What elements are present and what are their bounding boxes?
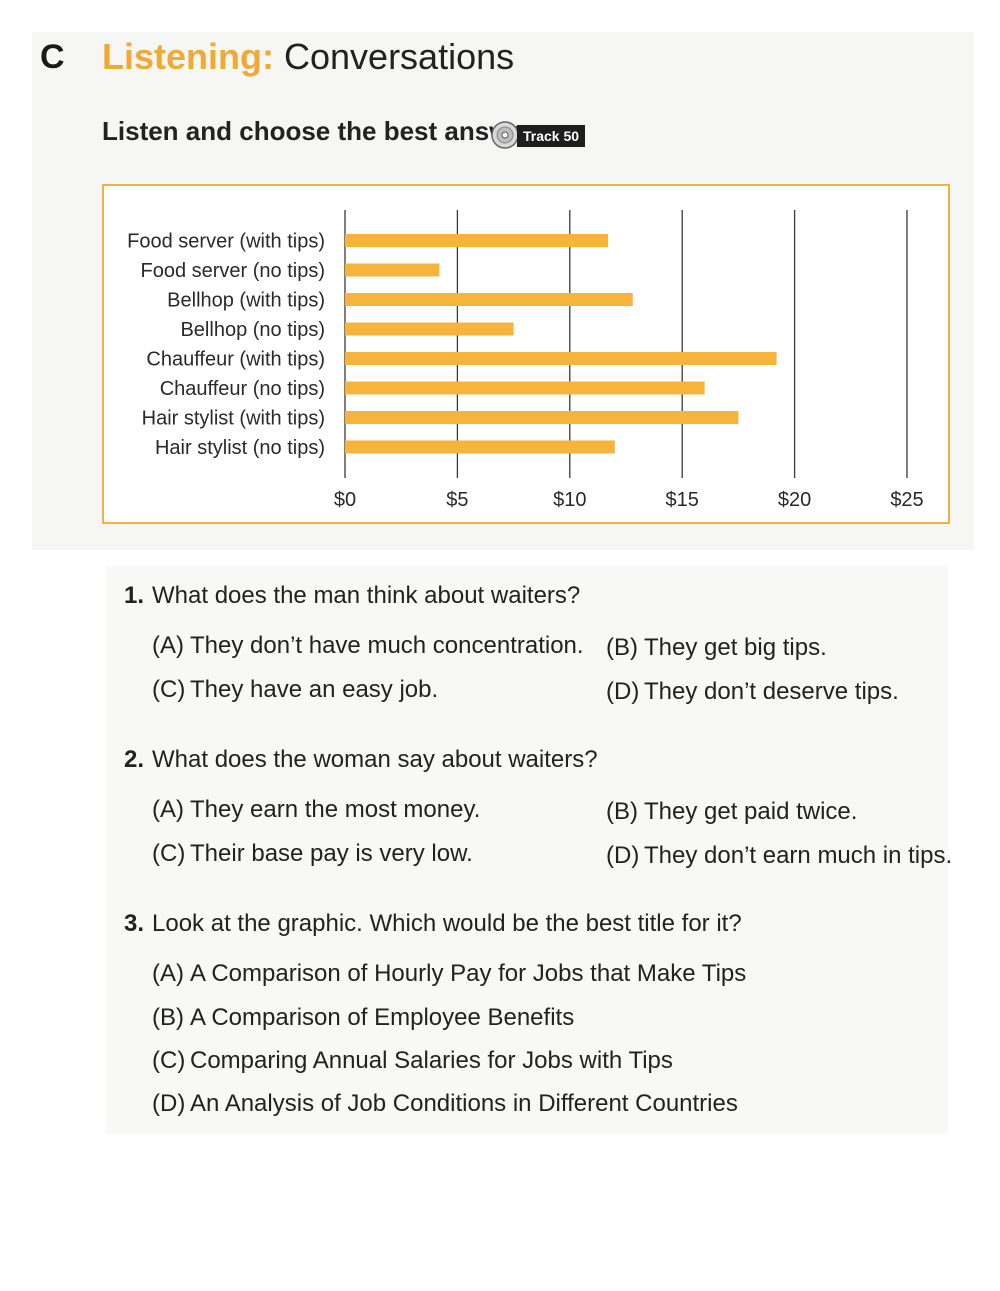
- option-1c[interactable]: (C) They have an easy job.: [152, 676, 438, 704]
- question-text: Look at the graphic. Which would be the …: [152, 910, 742, 937]
- bar: [345, 234, 609, 247]
- option-text: A Comparison of Employee Benefits: [190, 1004, 575, 1031]
- bar: [345, 381, 705, 395]
- category-label: Bellhop (with tips): [167, 290, 325, 312]
- option-letter: (C): [152, 840, 186, 867]
- option-text: They get paid twice.: [644, 798, 858, 825]
- option-3c[interactable]: (C) Comparing Annual Salaries for Jobs wi…: [152, 1047, 673, 1075]
- bar: [345, 352, 777, 365]
- x-tick-label: $25: [890, 489, 923, 511]
- option-letter: (B): [606, 798, 638, 825]
- question-2: 2. What does the woman say about waiters?: [124, 746, 598, 774]
- option-letter: (A): [152, 796, 184, 823]
- question-number: 3.: [124, 910, 145, 937]
- section-title-rest: Conversations: [284, 36, 515, 77]
- option-text: Their base pay is very low.: [190, 840, 473, 867]
- category-label: Food server (no tips): [140, 260, 325, 282]
- x-tick-label: $0: [334, 489, 356, 511]
- instruction-text: Listen and choose the best answer.: [102, 116, 540, 146]
- option-letter: (B): [606, 634, 638, 661]
- option-2d[interactable]: (D) They don’t earn much in tips.: [606, 842, 952, 870]
- x-tick-label: $5: [446, 489, 468, 511]
- bar-chart: Food server (with tips) Food server (no t…: [127, 210, 924, 511]
- option-text: An Analysis of Job Conditions in Differe…: [190, 1090, 738, 1117]
- category-label: Hair stylist (with tips): [142, 408, 325, 430]
- category-label: Chauffeur (with tips): [146, 349, 325, 371]
- category-label: Food server (with tips): [127, 231, 325, 253]
- option-3b[interactable]: (B) A Comparison of Employee Benefits: [152, 1004, 574, 1032]
- option-text: They have an easy job.: [190, 676, 439, 703]
- option-letter: (C): [152, 1047, 186, 1074]
- x-tick-label: $10: [553, 489, 586, 511]
- option-text: They don’t earn much in tips.: [644, 842, 953, 869]
- question-number: 2.: [124, 746, 145, 773]
- option-2b[interactable]: (B) They get paid twice.: [606, 798, 857, 826]
- option-2a[interactable]: (A) They earn the most money.: [152, 796, 480, 824]
- bar: [345, 322, 514, 336]
- option-text: A Comparison of Hourly Pay for Jobs that…: [190, 960, 747, 987]
- question-1: 1. What does the man think about waiters?: [124, 582, 580, 610]
- option-3a[interactable]: (A) A Comparison of Hourly Pay for Jobs t…: [152, 960, 746, 988]
- question-text: What does the man think about waiters?: [152, 582, 581, 609]
- x-tick-label: $20: [778, 489, 811, 511]
- chart-frame: Food server (with tips) Food server (no t…: [102, 184, 950, 524]
- option-text: Comparing Annual Salaries for Jobs with …: [190, 1047, 673, 1074]
- question-text: What does the woman say about waiters?: [152, 746, 598, 773]
- option-letter: (D): [606, 842, 640, 869]
- option-text: They don’t have much concentration.: [190, 632, 584, 659]
- option-text: They don’t deserve tips.: [644, 678, 899, 705]
- section-letter: C: [40, 38, 65, 76]
- option-3d[interactable]: (D) An Analysis of Job Conditions in Diff…: [152, 1090, 738, 1118]
- option-text: They earn the most money.: [190, 796, 481, 823]
- cd-icon[interactable]: [490, 120, 520, 150]
- category-label: Hair stylist (no tips): [155, 437, 325, 459]
- category-label: Chauffeur (no tips): [160, 378, 325, 400]
- option-1b[interactable]: (B) They get big tips.: [606, 634, 827, 662]
- option-text: They get big tips.: [644, 634, 827, 661]
- section-title-accent: Listening:: [102, 36, 274, 77]
- option-letter: (C): [152, 676, 186, 703]
- question-3: 3. Look at the graphic. Which would be th…: [124, 910, 742, 938]
- x-tick-label: $15: [666, 489, 699, 511]
- bar: [345, 411, 739, 424]
- option-letter: (A): [152, 632, 184, 659]
- bar: [345, 293, 633, 306]
- bar: [345, 263, 440, 277]
- category-label: Bellhop (no tips): [180, 319, 325, 341]
- section-title: Listening: Conversations: [102, 36, 514, 78]
- track-badge[interactable]: Track 50: [517, 125, 586, 147]
- option-1a[interactable]: (A) They don’t have much concentration.: [152, 632, 584, 660]
- bar: [345, 440, 615, 454]
- option-letter: (B): [152, 1004, 184, 1031]
- questions-background: [106, 566, 948, 1134]
- option-letter: (D): [152, 1090, 186, 1117]
- option-1d[interactable]: (D) They don’t deserve tips.: [606, 678, 899, 706]
- option-letter: (A): [152, 960, 184, 987]
- option-letter: (D): [606, 678, 640, 705]
- option-2c[interactable]: (C) Their base pay is very low.: [152, 840, 473, 868]
- question-number: 1.: [124, 582, 145, 609]
